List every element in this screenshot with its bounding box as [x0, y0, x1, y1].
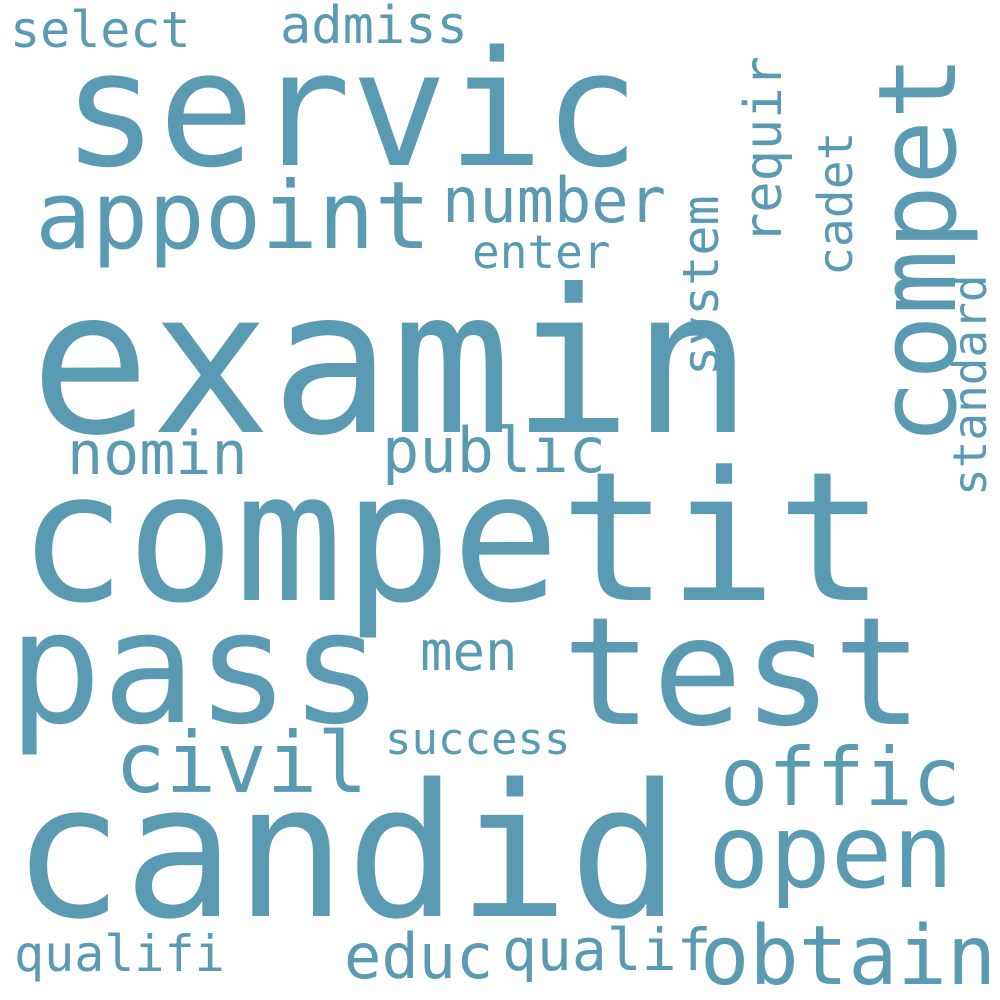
- word-nomin: nomin: [67, 419, 248, 489]
- word-system: system: [672, 195, 730, 376]
- word-standard: standard: [943, 274, 997, 496]
- word-success: success: [385, 714, 571, 765]
- word-requir: requir: [734, 56, 794, 244]
- word-examin: examin: [30, 247, 753, 480]
- word-pass: pass: [8, 577, 384, 759]
- word-educ: educ: [344, 920, 494, 993]
- word-obtain: obtain: [700, 909, 997, 1000]
- word-select: select: [10, 1, 191, 59]
- word-qualif: qualif: [502, 916, 712, 984]
- word-enter: enter: [472, 225, 611, 279]
- word-admiss: admiss: [280, 0, 468, 56]
- word-servic: servic: [62, 16, 640, 203]
- word-appoint: appoint: [35, 162, 432, 271]
- word-test: test: [562, 586, 924, 760]
- word-competit: competit: [18, 434, 885, 643]
- word-civil: civil: [115, 714, 368, 812]
- word-number: number: [442, 164, 666, 237]
- word-men: men: [420, 620, 518, 683]
- word-candid: candid: [12, 744, 681, 960]
- word-open: open: [708, 793, 954, 912]
- word-cadet: cadet: [808, 131, 864, 277]
- word-offic: offic: [720, 731, 961, 824]
- word-public: public: [382, 414, 606, 487]
- word-qualifi: qualifi: [14, 925, 225, 983]
